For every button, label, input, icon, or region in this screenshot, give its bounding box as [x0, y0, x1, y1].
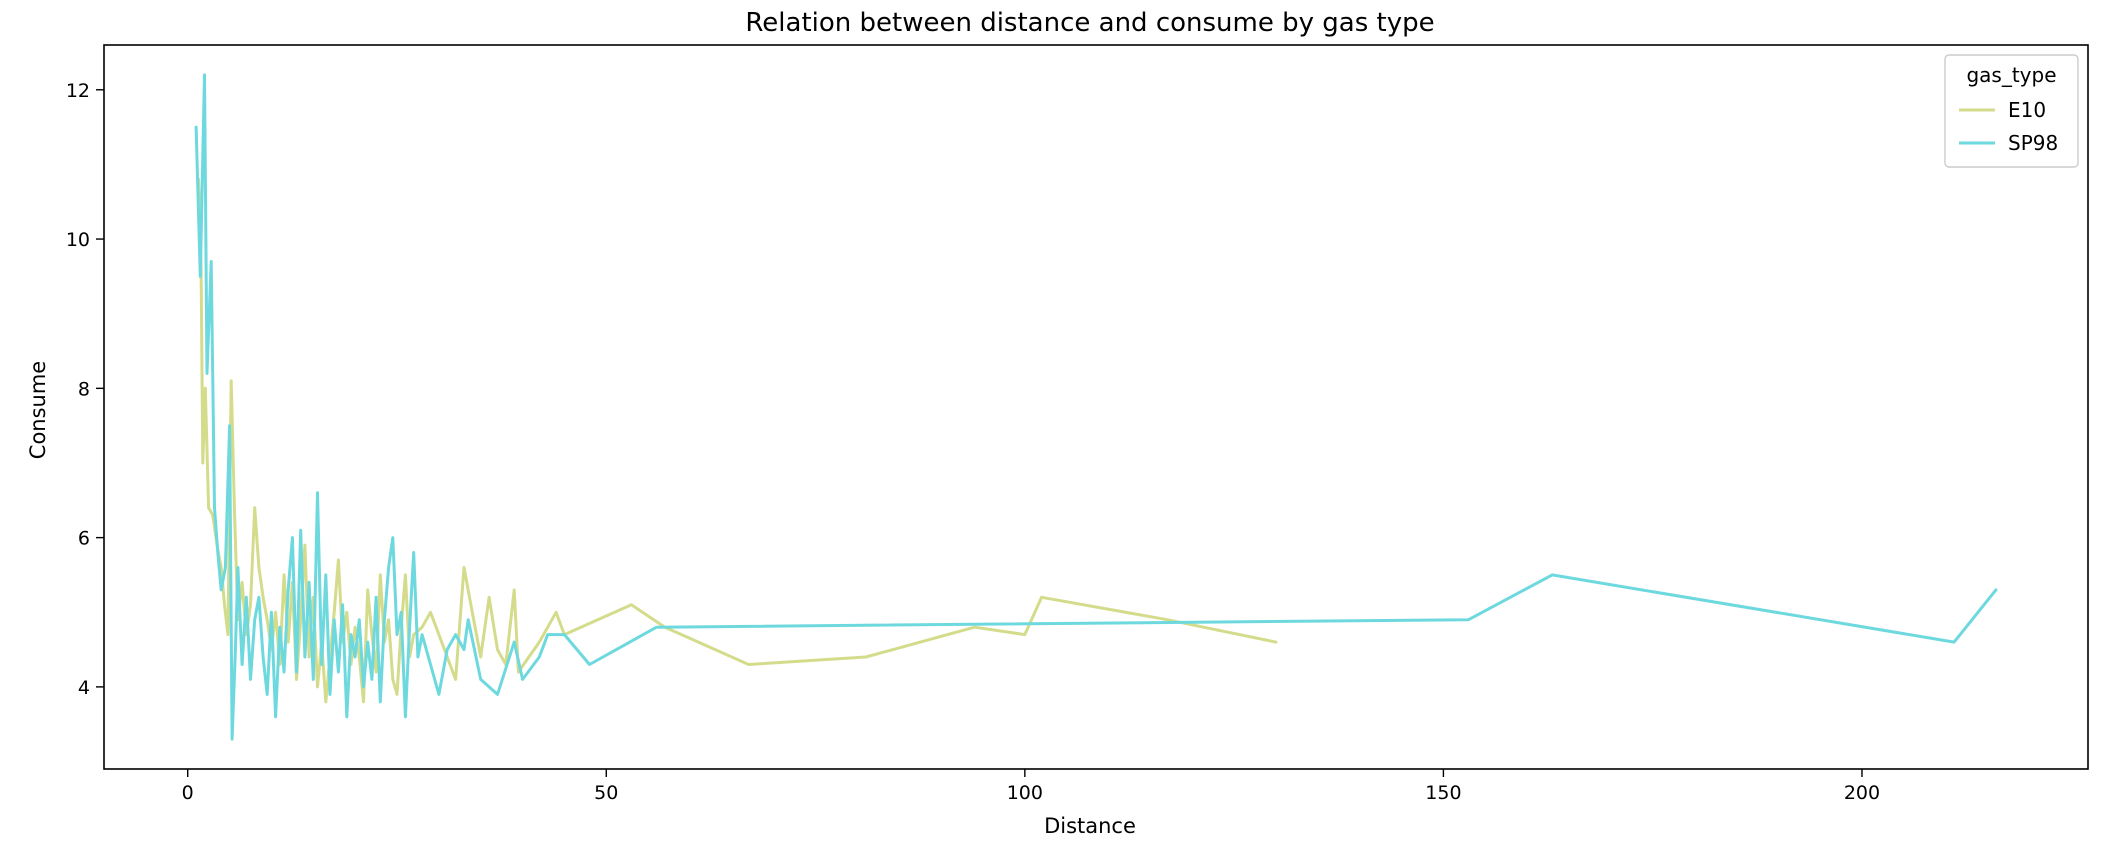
y-tick-label: 4	[78, 677, 90, 699]
legend-box	[1944, 54, 2079, 168]
x-axis-label: Distance	[1044, 814, 1136, 838]
x-tick-label: 150	[1425, 782, 1461, 804]
x-tick-label: 0	[182, 782, 194, 804]
x-axis: 0 50 100 150 200	[182, 769, 1880, 804]
legend-label-e10: E10	[2008, 98, 2046, 122]
chart-title: Relation between distance and consume by…	[745, 8, 1434, 38]
legend-label-sp98: SP98	[2008, 131, 2058, 155]
y-tick-label: 10	[66, 229, 90, 251]
series-line-sp98	[194, 73, 1998, 741]
y-tick-label: 6	[78, 528, 90, 550]
plot-frame	[103, 44, 2089, 770]
legend-title: gas_type	[1966, 63, 2056, 87]
y-axis: 4 6 8 10 12	[66, 80, 104, 699]
y-tick-label: 12	[66, 80, 90, 102]
legend: gas_type E10 SP98	[1944, 54, 2079, 168]
x-tick-label: 100	[1007, 782, 1043, 804]
y-tick-label: 8	[78, 378, 90, 400]
x-tick-label: 50	[594, 782, 618, 804]
x-tick-label: 200	[1844, 782, 1880, 804]
y-axis-label: Consume	[26, 361, 50, 459]
plot-lines	[194, 73, 1998, 741]
